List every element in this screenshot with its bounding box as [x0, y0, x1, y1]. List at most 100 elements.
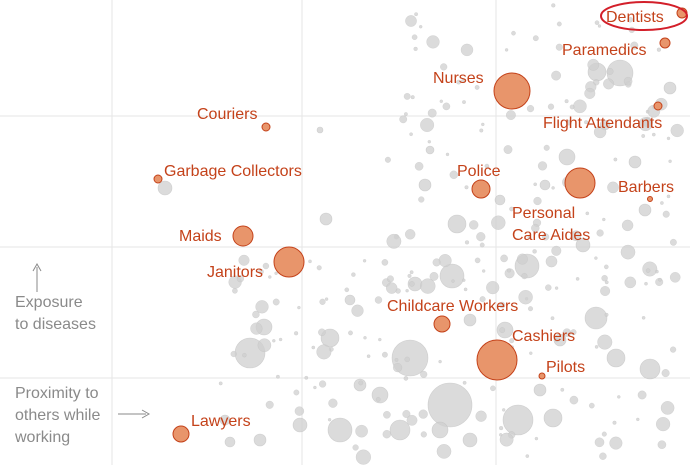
background-dot [644, 281, 648, 286]
background-dot [362, 259, 367, 263]
background-dot [585, 211, 590, 216]
label-couriers: Couriers [197, 106, 257, 123]
background-dot [384, 156, 391, 163]
background-dot [657, 440, 667, 450]
background-dot [403, 92, 411, 100]
background-dot [533, 182, 538, 187]
background-dot [355, 424, 368, 438]
dot-pilots [538, 372, 546, 380]
label-maids: Maids [179, 228, 222, 245]
background-dot [543, 408, 563, 428]
background-dot [499, 327, 506, 334]
background-dot [660, 401, 675, 415]
background-dot [404, 229, 416, 240]
background-dot [479, 296, 486, 303]
background-dot [394, 357, 399, 362]
background-dot [358, 380, 364, 386]
background-dot [597, 334, 613, 350]
background-dot [551, 70, 562, 81]
background-dot [569, 395, 579, 405]
x-axis-arrowhead [141, 409, 151, 419]
background-dot [570, 230, 582, 242]
background-dot [447, 214, 467, 234]
highlight-labels: Dentists Paramedics Nurses Couriers Flight A… [164, 1, 688, 430]
background-dot [425, 145, 435, 155]
circle-annotation-dentists [600, 1, 688, 31]
background-dot [596, 229, 604, 237]
background-dot [352, 444, 359, 451]
background-dot [442, 102, 451, 111]
highlighted-dots [153, 7, 688, 443]
background-dot [460, 79, 465, 83]
label-childcare-workers: Childcare Workers [387, 298, 518, 315]
background-dot [627, 16, 633, 23]
background-dot [641, 134, 646, 138]
background-dot [617, 395, 621, 399]
label-paramedics: Paramedics [562, 42, 646, 59]
background-dot [366, 354, 371, 359]
background-dot [500, 254, 508, 263]
background-dot [623, 76, 633, 86]
background-dot [292, 417, 308, 433]
background-dot [236, 275, 245, 283]
background-dot [319, 212, 333, 226]
x-axis-note-line-2: others while [15, 407, 100, 424]
background-dot [439, 99, 444, 104]
background-dot [409, 132, 413, 137]
background-dot [438, 254, 452, 268]
axis-notes: Exposure to diseases Proximity to others… [14, 262, 151, 446]
background-dot [603, 78, 615, 90]
background-dot [601, 431, 607, 437]
background-dot [278, 337, 283, 342]
background-dot [464, 240, 470, 245]
label-police: Police [457, 163, 501, 180]
background-dot [439, 263, 465, 289]
background-dot [327, 417, 332, 422]
background-dot [418, 178, 432, 192]
background-dot [316, 126, 324, 134]
background-dot [328, 398, 338, 408]
background-dot [545, 284, 552, 291]
background-dot [250, 322, 263, 335]
dot-barbers [647, 196, 653, 202]
background-dot [594, 345, 599, 349]
dot-cashiers [476, 339, 518, 381]
background-dot [242, 352, 247, 358]
background-dot [656, 47, 662, 52]
background-dot [410, 95, 415, 100]
background-dot [553, 333, 567, 347]
background-dot [612, 420, 617, 425]
background-dot [551, 245, 562, 256]
dot-flight-attendants [653, 101, 663, 111]
background-dot [426, 35, 440, 49]
label-lawyers: Lawyers [191, 413, 251, 430]
background-dot [599, 452, 607, 460]
background-dot [385, 282, 398, 294]
background-dot [636, 417, 640, 422]
background-dot [311, 345, 316, 350]
y-axis-arrowhead [32, 262, 42, 272]
background-dot [405, 15, 417, 27]
background-dot [316, 265, 322, 271]
background-dot [511, 30, 516, 36]
background-dot [293, 331, 299, 336]
background-dot [521, 272, 528, 280]
background-dot [468, 220, 479, 230]
background-dot [258, 268, 264, 275]
background-dot [624, 276, 637, 289]
background-dot [527, 235, 532, 240]
background-dot [255, 300, 269, 314]
background-dot [403, 376, 409, 381]
background-dot [593, 125, 607, 139]
background-dot [389, 419, 411, 441]
background-dot [219, 414, 231, 426]
background-dot [604, 280, 609, 285]
background-dot [383, 410, 391, 419]
background-dot [406, 414, 418, 426]
background-dot [603, 264, 609, 270]
background-dot [529, 351, 533, 355]
background-dot [420, 431, 427, 438]
background-dot [313, 385, 317, 390]
